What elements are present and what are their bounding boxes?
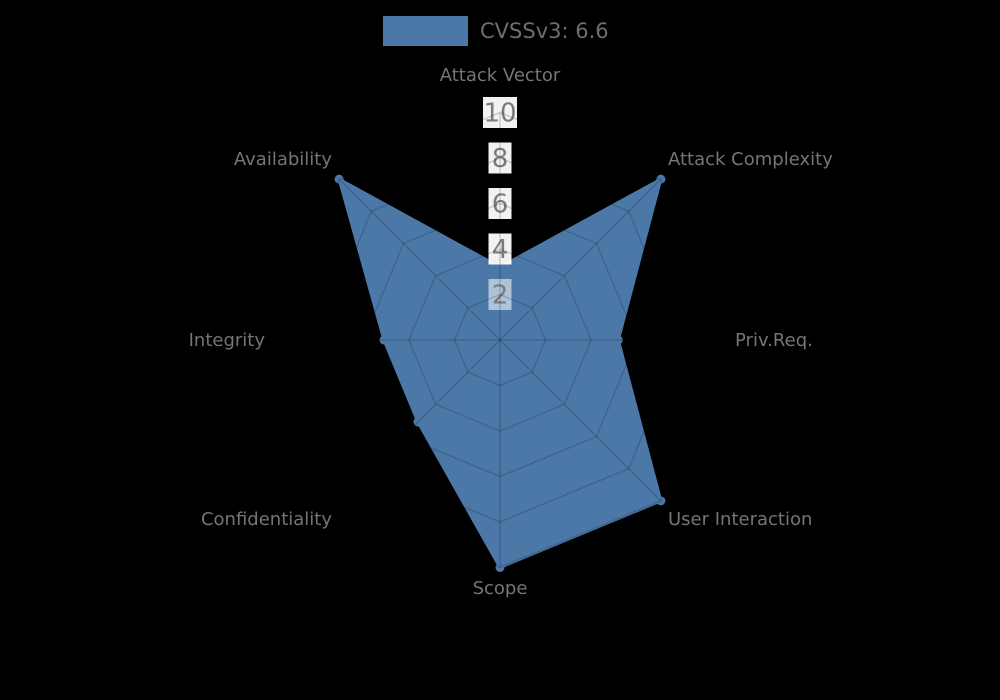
data-point-marker: [656, 496, 666, 506]
axis-label-scope: Scope: [473, 578, 528, 599]
radial-tick-box: [488, 142, 512, 174]
radial-tick-label: 6: [492, 190, 509, 220]
radial-tick-label: 10: [483, 99, 516, 129]
grid-spoke: [499, 178, 662, 341]
data-point-marker: [334, 174, 344, 184]
legend-swatch: [383, 16, 468, 46]
radar-grid: [271, 111, 729, 569]
radial-tick-box: [488, 188, 512, 219]
radial-tick-box: [488, 233, 512, 265]
grid-spoke: [338, 339, 501, 502]
grid-ring: [317, 157, 683, 523]
grid-ring: [453, 293, 547, 387]
data-point-marker: [613, 335, 623, 345]
radial-tick-label: 8: [492, 144, 509, 174]
axis-label-attack-vector: Attack Vector: [440, 65, 561, 86]
axis-label-user-interaction: User Interaction: [668, 509, 812, 530]
data-point-marker: [495, 262, 505, 272]
grid-ring: [271, 111, 729, 569]
grid-ring: [408, 248, 592, 432]
axis-label-availability: Availability: [234, 149, 332, 170]
radial-tick-label: 2: [492, 281, 509, 311]
axis-label-integrity: Integrity: [189, 330, 266, 351]
data-point-marker: [413, 417, 423, 427]
data-point-marker: [495, 563, 505, 572]
axis-label-priv-req: Priv.Req.: [735, 330, 813, 351]
radial-tick-box: [483, 97, 517, 128]
data-point-marker: [656, 174, 666, 184]
axis-label-confidentiality: Confidentiality: [201, 509, 332, 530]
grid-ring: [362, 202, 638, 478]
legend-label: CVSSv3: 6.6: [480, 19, 609, 43]
radial-tick-label: 4: [492, 235, 509, 265]
chart-legend: CVSSv3: 6.6: [383, 16, 609, 46]
grid-spoke: [338, 178, 501, 341]
axis-label-attack-complexity: Attack Complexity: [668, 149, 833, 170]
data-point-marker: [379, 335, 389, 345]
radial-tick-box: [488, 279, 512, 310]
grid-spoke: [499, 339, 662, 502]
